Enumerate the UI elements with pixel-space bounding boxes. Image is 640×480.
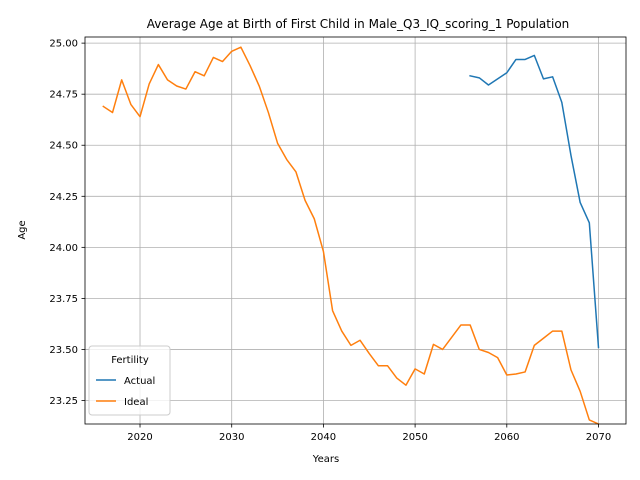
x-tick-label: 2030 (219, 432, 244, 443)
y-tick-label: 24.75 (49, 90, 78, 101)
legend-box (88, 345, 171, 416)
series-line-actual (469, 54, 600, 349)
x-tick-label: 2070 (586, 432, 611, 443)
legend: Fertility Actual Ideal (88, 345, 171, 416)
y-tick-label: 25.00 (49, 39, 78, 50)
tick-layer: 2020 2030 2040 2050 2060 2070 23.25 23.50 23.75 2… (49, 39, 611, 443)
x-axis-label: Years (312, 454, 339, 465)
x-tick-label: 2040 (311, 432, 336, 443)
y-tick-label: 23.75 (49, 294, 78, 305)
series-layer (102, 46, 600, 425)
y-tick-label: 24.00 (49, 243, 78, 254)
y-axis-label: Age (17, 220, 28, 239)
chart-title: Average Age at Birth of First Child in M… (147, 17, 570, 31)
legend-label-ideal: Ideal (124, 397, 148, 408)
x-tick-label: 2020 (127, 432, 152, 443)
y-tick-label: 24.25 (49, 192, 78, 203)
series-line-ideal (102, 46, 600, 425)
y-tick-label: 23.25 (49, 396, 78, 407)
legend-label-actual: Actual (124, 376, 155, 387)
y-tick-label: 23.50 (49, 345, 78, 356)
grid-layer (85, 37, 626, 424)
plot-frame (84, 36, 627, 425)
y-tick-label: 24.50 (49, 141, 78, 152)
x-tick-label: 2050 (402, 432, 427, 443)
x-tick-label: 2060 (494, 432, 519, 443)
legend-title: Fertility (111, 355, 149, 366)
